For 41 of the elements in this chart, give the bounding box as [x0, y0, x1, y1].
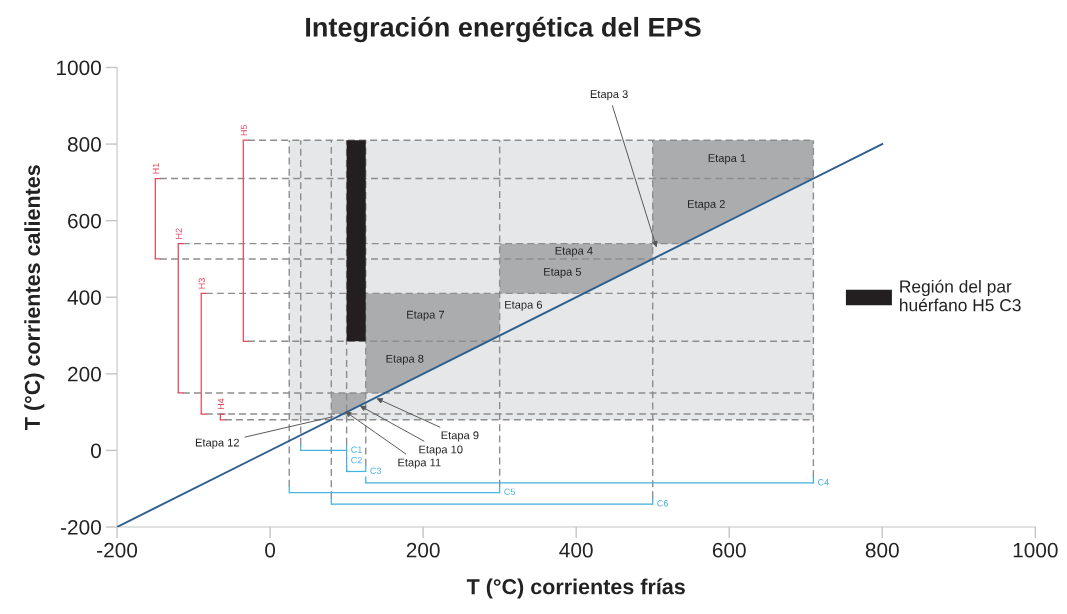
x-tick-label: -200	[97, 542, 138, 558]
y-tick-label: 0	[91, 443, 101, 459]
series-label: C2	[351, 456, 362, 464]
legend-label: C6	[657, 500, 669, 507]
y-tick-label: 600	[68, 213, 101, 229]
annotation: Etapa 1	[708, 154, 746, 165]
annotation: Etapa 10	[419, 445, 463, 456]
chart-title: Integración energética del EPS	[306, 16, 701, 43]
y-tick-label: 800	[67, 137, 101, 152]
text: H2	[175, 228, 182, 239]
annotation: Etapa 12	[195, 438, 239, 449]
annotation: Etapa 5	[544, 267, 582, 278]
x-axis-title: T (°C) corrientes frías	[466, 578, 685, 599]
legend-label: C3	[370, 467, 382, 474]
y-tick-label: 1000	[57, 60, 101, 76]
y-axis-title: T (°C) corrientes calientes	[24, 165, 45, 430]
annotation: Etapa 3	[590, 90, 628, 101]
annotation: Etapa 7	[407, 310, 445, 321]
x-tick-label: 0	[265, 542, 276, 558]
legend-label: C1	[351, 446, 362, 453]
text: H5	[240, 124, 248, 136]
annotation: Etapa 2	[688, 200, 725, 211]
y-tick-label: 400	[67, 290, 101, 305]
x-tick-label: 600	[712, 542, 746, 558]
text: H1	[152, 163, 160, 174]
y-tick-label: -200	[61, 520, 101, 535]
x-tick-label: 200	[406, 542, 440, 558]
annotation: Etapa 4	[555, 246, 593, 257]
x-tick-label: 400	[559, 542, 593, 558]
legend-label: Región del par huérfano H5 C3	[900, 279, 1021, 312]
annotation: Etapa 11	[398, 458, 441, 469]
legend-label: C5	[504, 488, 515, 495]
legend-label: C4	[818, 478, 829, 486]
x-tick-label: 1000	[1013, 542, 1058, 558]
text: H4	[217, 398, 225, 410]
annotation: Etapa 6	[505, 300, 543, 311]
annotation: Etapa 8	[386, 354, 424, 365]
text: H3	[198, 278, 206, 289]
x-tick-label: 800	[865, 542, 899, 558]
annotation: Etapa 9	[441, 431, 479, 442]
y-tick-label: 200	[68, 366, 101, 382]
